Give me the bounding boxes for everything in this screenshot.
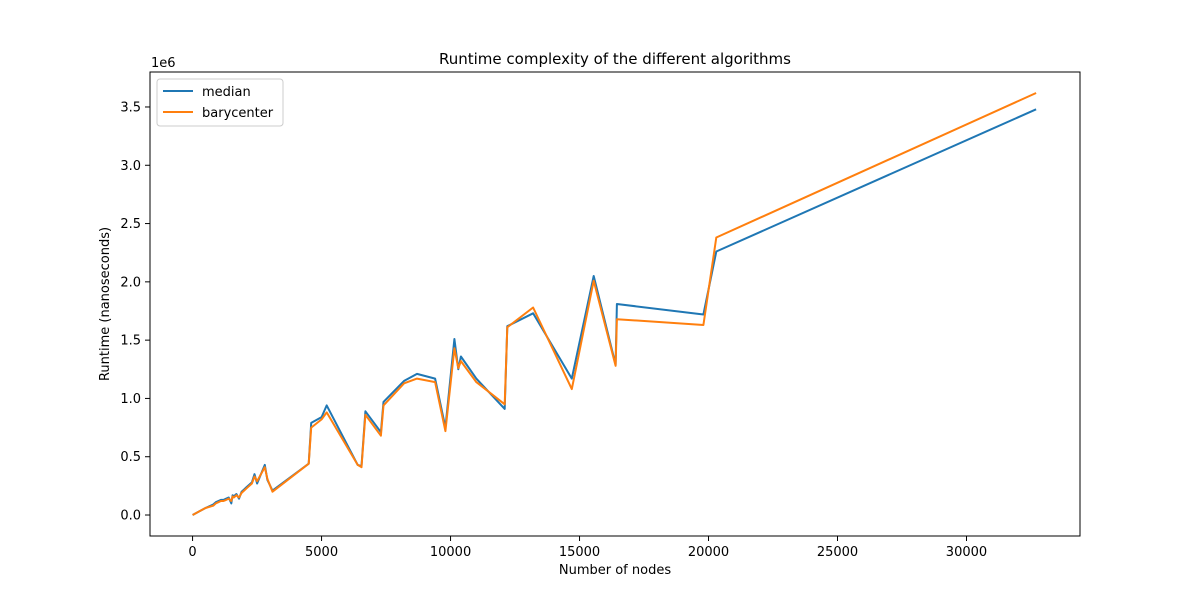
plot-frame — [149, 71, 1081, 537]
x-tick-label: 30000 — [946, 545, 987, 560]
legend-label-median: median — [202, 85, 251, 100]
y-tick-label: 1.0 — [120, 392, 141, 407]
x-axis-label: Number of nodes — [559, 563, 671, 578]
y-tick-label: 3.5 — [120, 100, 141, 115]
y-offset-label: 1e6 — [151, 56, 176, 71]
x-tick-label: 10000 — [430, 545, 471, 560]
y-tick-label: 1.5 — [120, 334, 141, 349]
y-tick-label: 2.0 — [120, 275, 141, 290]
x-tick-label: 15000 — [559, 545, 600, 560]
y-axis-label: Runtime (nanoseconds) — [98, 227, 113, 381]
chart-title: Runtime complexity of the different algo… — [439, 50, 791, 68]
y-axis: 0.0 0.5 1.0 1.5 2.0 2.5 3.0 3.5 — [120, 100, 150, 524]
legend: median barycenter — [156, 78, 284, 127]
series-layer — [192, 92, 1037, 516]
series-line-barycenter — [192, 92, 1037, 516]
x-tick-label: 0 — [188, 545, 196, 560]
x-tick-label: 5000 — [305, 545, 338, 560]
y-tick-label: 0.0 — [120, 509, 141, 524]
legend-label-barycenter: barycenter — [202, 106, 274, 121]
x-tick-label: 25000 — [817, 545, 858, 560]
y-tick-label: 0.5 — [120, 450, 141, 465]
y-tick-label: 2.5 — [120, 217, 141, 232]
x-tick-label: 20000 — [688, 545, 729, 560]
y-tick-label: 3.0 — [120, 159, 141, 174]
x-axis: 0 5000 10000 15000 20000 25000 30000 — [188, 536, 987, 560]
